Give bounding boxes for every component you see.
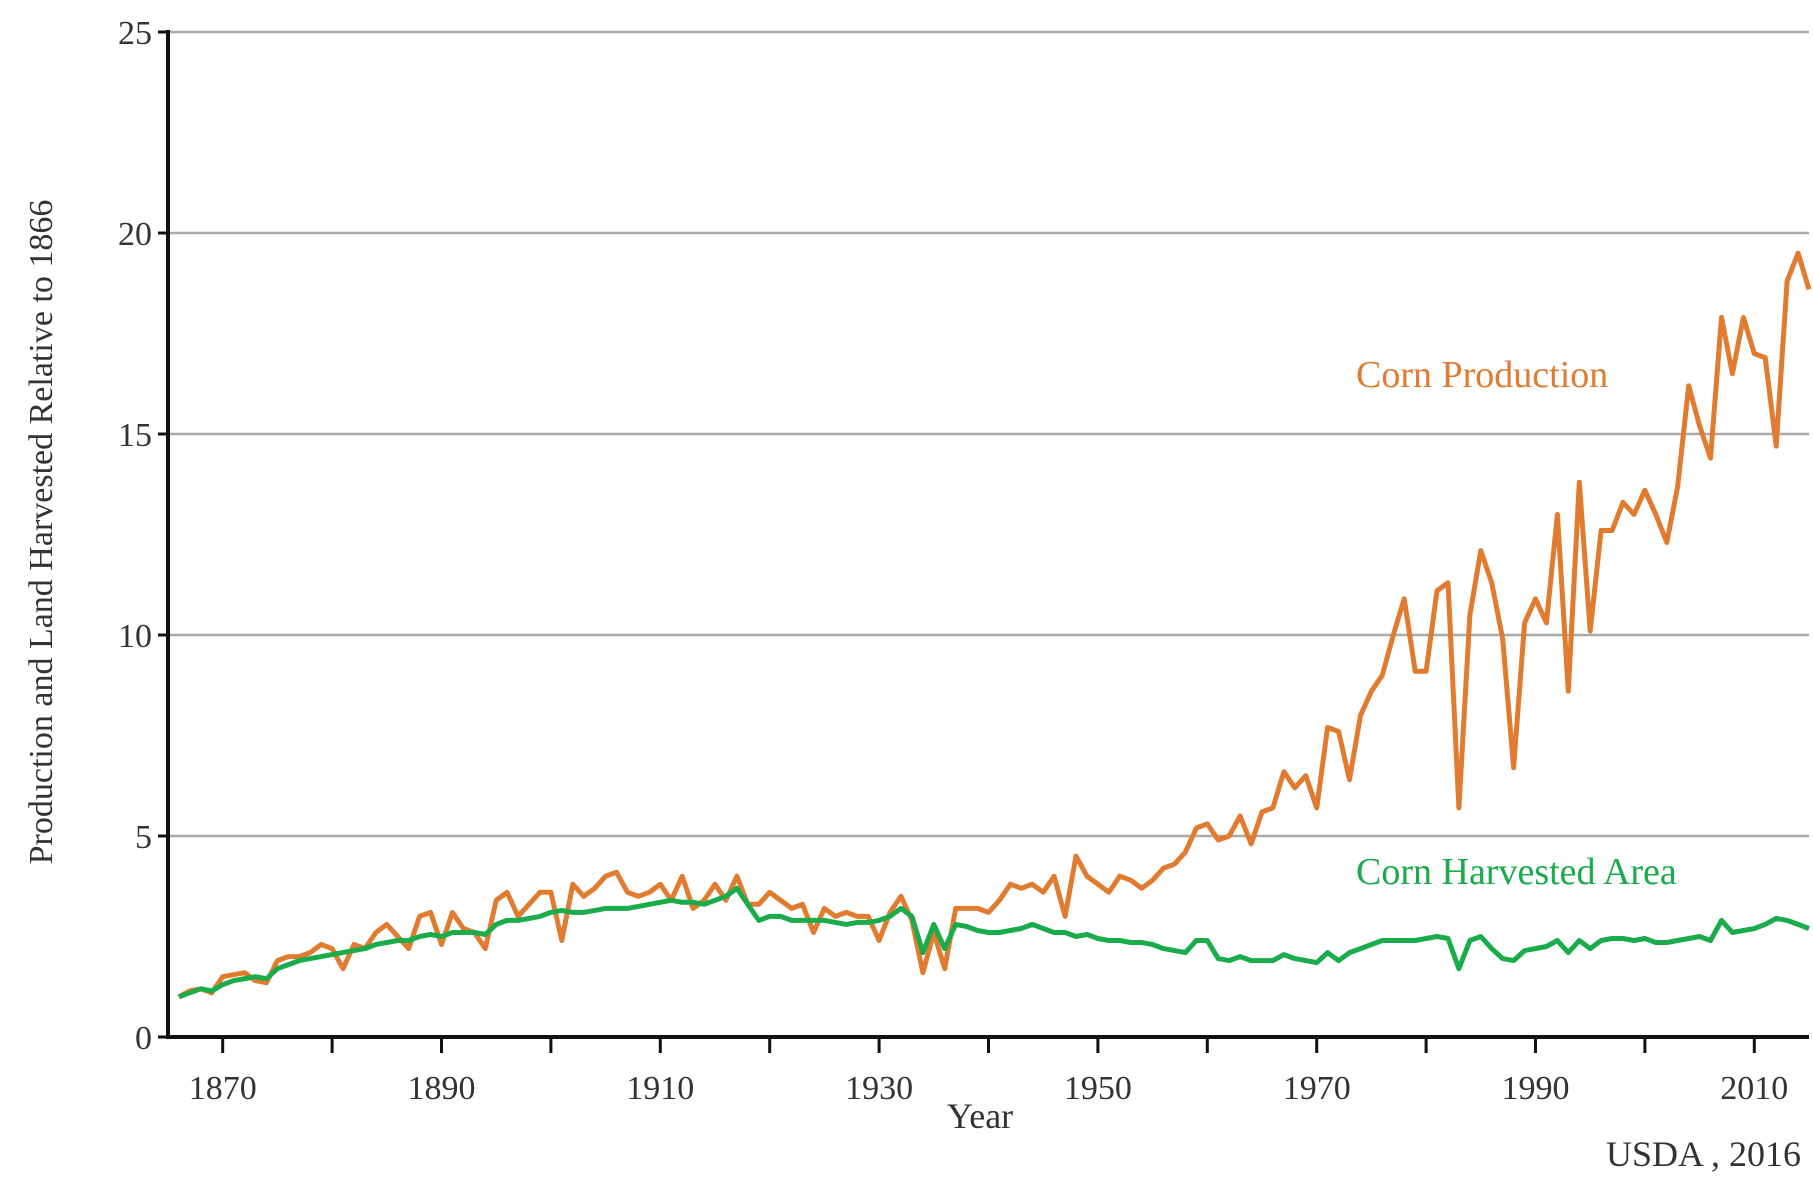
x-tick-label: 1970: [1283, 1070, 1351, 1107]
line-series: [178, 885, 1810, 1000]
y-axis-label: Production and Land Harvested Relative t…: [23, 200, 60, 865]
source-note: USDA , 2016: [1606, 1134, 1801, 1174]
x-tick-label: 1910: [626, 1070, 694, 1107]
y-tick-label: 5: [135, 819, 152, 856]
x-tick-label: 2010: [1720, 1070, 1788, 1107]
y-tick-label: 0: [135, 1020, 152, 1057]
x-tick-label: 1870: [189, 1070, 257, 1107]
x-tick-label: 1930: [845, 1070, 913, 1107]
x-tick-label: 1990: [1502, 1070, 1570, 1107]
x-axis-label: Year: [947, 1096, 1013, 1136]
y-tick-label: 20: [118, 216, 152, 253]
line-series: [177, 250, 1812, 999]
y-tick-label: 15: [118, 417, 152, 454]
y-tick-label: 25: [118, 15, 152, 52]
x-tick-label: 1890: [408, 1070, 476, 1107]
series-label: Corn Production: [1356, 354, 1608, 396]
y-tick-label: 10: [118, 618, 152, 655]
series-label: Corn Harvested Area: [1356, 851, 1677, 893]
x-tick-label: 1950: [1064, 1070, 1132, 1107]
